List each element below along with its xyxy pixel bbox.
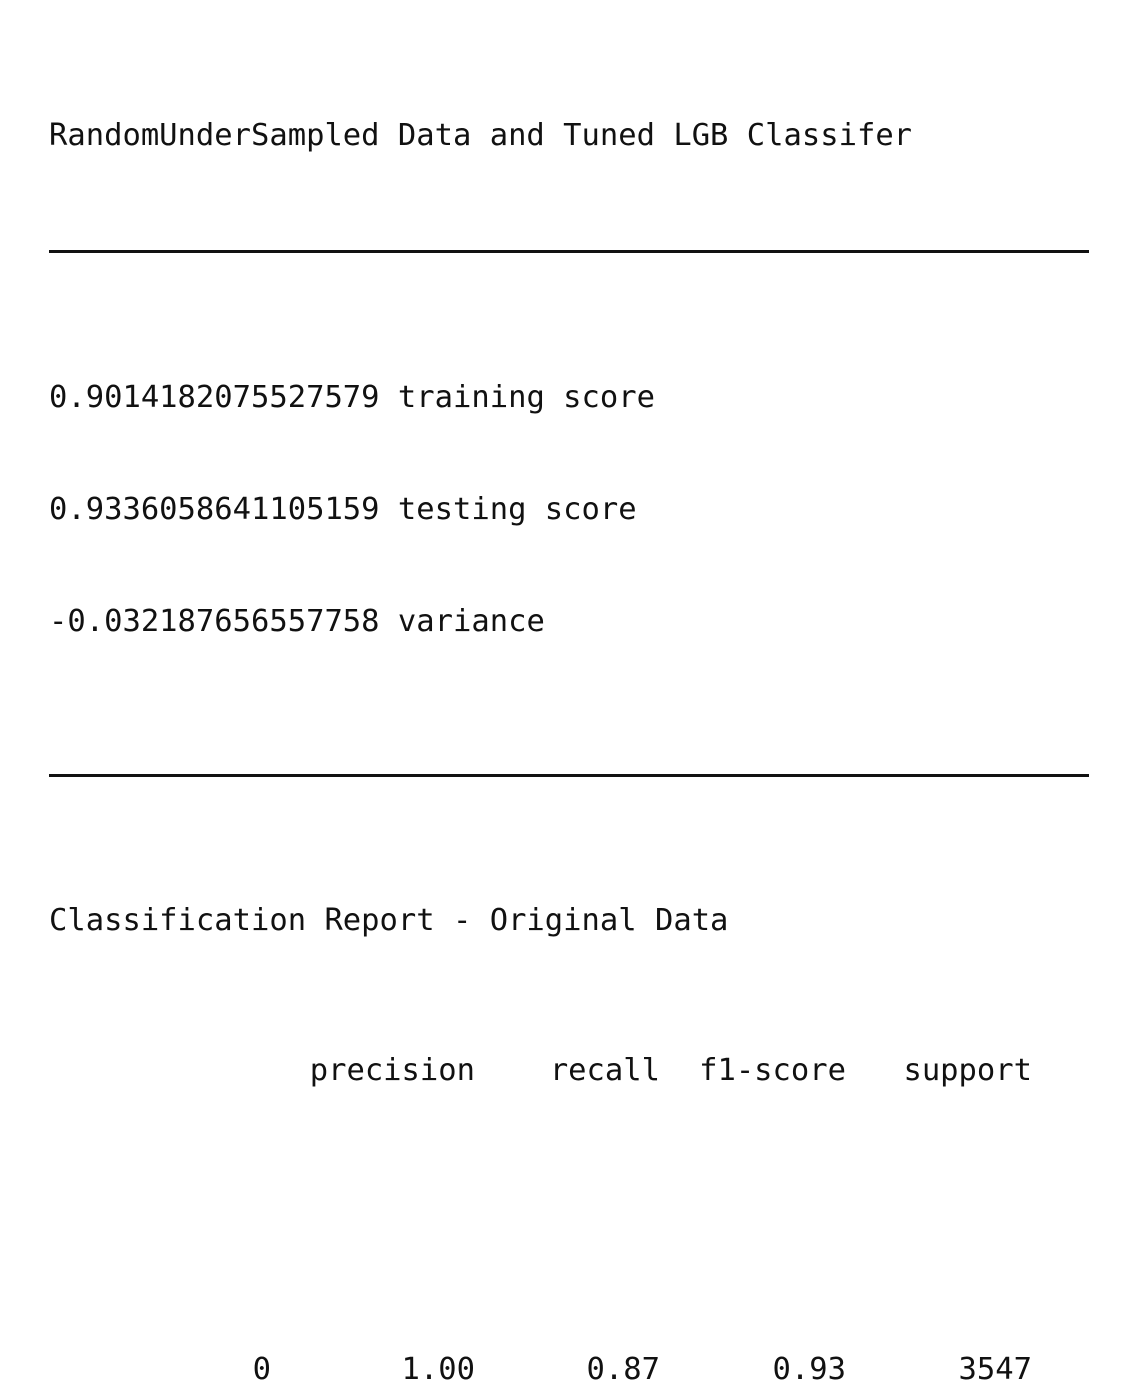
console-output: RandomUnderSampled Data and Tuned LGB Cl…: [49, 42, 1089, 1396]
score-value: 0.9336058641105159: [49, 491, 380, 527]
score-line-training: 0.9014182075527579 training score: [49, 379, 1089, 416]
blank-line: [49, 1201, 1089, 1238]
score-line-variance: -0.032187656557758 variance: [49, 603, 1089, 640]
row-label: 0: [252, 1352, 271, 1388]
separator-line: [49, 753, 1089, 790]
output-title: RandomUnderSampled Data and Tuned LGB Cl…: [49, 117, 913, 153]
score-value: 0.9014182075527579: [49, 379, 380, 415]
precision-value: 1.00: [401, 1352, 475, 1388]
score-value: -0.032187656557758: [49, 604, 380, 640]
score-label: testing score: [397, 491, 637, 527]
table-row: 0 1.00 0.87 0.93 3547: [49, 1351, 1089, 1388]
header-cell-f1-score: f1-score: [699, 1052, 846, 1088]
score-line-testing: 0.9336058641105159 testing score: [49, 491, 1089, 528]
header-cell-precision: precision: [309, 1052, 475, 1088]
header-cell-support: support: [903, 1052, 1032, 1088]
support-value: 3547: [958, 1352, 1032, 1388]
separator-line: [49, 229, 1089, 266]
score-label: training score: [397, 379, 655, 415]
score-label: variance: [397, 604, 545, 640]
report-heading: Classification Report - Original Data: [49, 903, 729, 939]
f1-score-value: 0.93: [772, 1352, 846, 1388]
header-cell-empty: [49, 1052, 271, 1089]
header-cell-recall: recall: [549, 1052, 660, 1088]
recall-value: 0.87: [586, 1352, 660, 1388]
report-header-row: precision recall f1-score support: [49, 1052, 1089, 1089]
